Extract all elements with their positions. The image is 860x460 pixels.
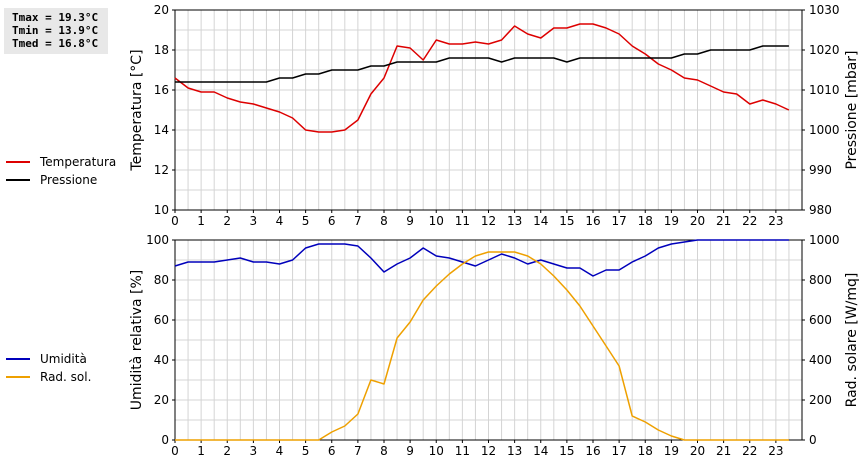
x-tick-label: 15: [559, 444, 574, 458]
tmed-text: Tmed = 16.8°C: [12, 37, 99, 50]
x-tick-label: 1: [197, 214, 205, 228]
x-tick-label: 21: [716, 444, 731, 458]
x-tick-label: 23: [768, 444, 783, 458]
series-line-rad-sol-: [175, 251, 789, 441]
y-right-tick-label: 600: [809, 313, 832, 327]
x-tick-label: 7: [354, 444, 362, 458]
x-tick-label: 10: [429, 214, 444, 228]
x-tick-label: 17: [611, 444, 626, 458]
x-tick-label: 13: [507, 444, 522, 458]
x-tick-label: 21: [716, 214, 731, 228]
x-tick-label: 13: [507, 214, 522, 228]
y-right-tick-label: 1030: [809, 3, 840, 17]
x-tick-label: 19: [664, 444, 679, 458]
stats-box: Tmax = 19.3°C Tmin = 13.9°C Tmed = 16.8°…: [4, 8, 108, 54]
y-left-tick-label: 60: [154, 313, 169, 327]
x-tick-label: 14: [533, 444, 548, 458]
y-left-tick-label: 20: [154, 393, 169, 407]
y-left-tick-label: 100: [146, 233, 169, 247]
y-left-axis-label: Umidità relativa [%]: [129, 270, 145, 411]
y-right-tick-label: 1020: [809, 43, 840, 57]
y-right-tick-label: 1000: [809, 233, 840, 247]
x-tick-label: 20: [690, 444, 705, 458]
x-tick-label: 20: [690, 214, 705, 228]
series-line-pressione: [175, 45, 789, 83]
series-line-temperatura: [174, 23, 790, 133]
chart-panel-1: 0 1 2 3 4 5 6 7 8 9 10 11 12 13 14 15 16 17 18 19 20 21 22 2310…: [6, 3, 860, 228]
x-tick-label: 11: [455, 214, 470, 228]
x-tick-label: 22: [742, 444, 757, 458]
legend-label: Umidità: [40, 352, 87, 366]
x-tick-label: 8: [380, 214, 388, 228]
y-left-tick-label: 80: [154, 273, 169, 287]
x-tick-label: 9: [406, 214, 414, 228]
y-right-tick-label: 400: [809, 353, 832, 367]
x-tick-label: 11: [455, 444, 470, 458]
tmin-text: Tmin = 13.9°C: [12, 24, 99, 37]
x-tick-label: 22: [742, 214, 757, 228]
x-tick-label: 2: [223, 214, 231, 228]
y-right-tick-label: 200: [809, 393, 832, 407]
y-left-tick-label: 14: [154, 123, 169, 137]
x-tick-label: 15: [559, 214, 574, 228]
x-tick-label: 17: [611, 214, 626, 228]
x-tick-label: 3: [250, 214, 258, 228]
x-tick-label: 23: [768, 214, 783, 228]
x-tick-label: 12: [481, 444, 496, 458]
legend-label: Rad. sol.: [40, 370, 91, 384]
tmax-text: Tmax = 19.3°C: [12, 11, 99, 24]
x-tick-label: 0: [171, 444, 179, 458]
x-tick-label: 0: [171, 214, 179, 228]
x-tick-label: 5: [302, 444, 310, 458]
x-tick-label: 3: [250, 444, 258, 458]
legend-label: Temperatura: [39, 155, 116, 169]
x-tick-label: 19: [664, 214, 679, 228]
x-tick-label: 18: [638, 444, 653, 458]
x-tick-label: 18: [638, 214, 653, 228]
y-right-tick-label: 990: [809, 163, 832, 177]
x-tick-label: 2: [223, 444, 231, 458]
x-tick-label: 6: [328, 214, 336, 228]
y-left-tick-label: 0: [161, 433, 169, 447]
y-left-tick-label: 20: [154, 3, 169, 17]
y-left-tick-label: 12: [154, 163, 169, 177]
x-tick-label: 5: [302, 214, 310, 228]
y-right-tick-label: 980: [809, 203, 832, 217]
y-right-tick-label: 800: [809, 273, 832, 287]
x-tick-label: 6: [328, 444, 336, 458]
x-tick-label: 14: [533, 214, 548, 228]
x-tick-label: 4: [276, 214, 284, 228]
y-left-tick-label: 10: [154, 203, 169, 217]
x-tick-label: 1: [197, 444, 205, 458]
x-tick-label: 16: [585, 444, 600, 458]
chart-panel-2: 0 1 2 3 4 5 6 7 8 9 10 11 12 13 14 15 16 17 18 19 20 21 22 2302…: [6, 233, 860, 458]
x-tick-label: 9: [406, 444, 414, 458]
x-tick-label: 10: [429, 444, 444, 458]
y-right-axis-label: Pressione [mbar]: [844, 50, 860, 169]
y-right-axis-label: Rad. solare [W/mq]: [844, 273, 860, 408]
y-right-tick-label: 1010: [809, 83, 840, 97]
x-tick-label: 16: [585, 214, 600, 228]
x-tick-label: 4: [276, 444, 284, 458]
y-left-tick-label: 40: [154, 353, 169, 367]
series-line-umidit-: [174, 239, 789, 277]
y-left-tick-label: 18: [154, 43, 169, 57]
x-tick-label: 8: [380, 444, 388, 458]
y-left-axis-label: Temperatura [°C]: [129, 49, 145, 171]
y-right-tick-label: 1000: [809, 123, 840, 137]
legend-label: Pressione: [40, 173, 97, 187]
x-tick-label: 12: [481, 214, 496, 228]
y-right-tick-label: 0: [809, 433, 817, 447]
y-left-tick-label: 16: [154, 83, 169, 97]
x-tick-label: 7: [354, 214, 362, 228]
